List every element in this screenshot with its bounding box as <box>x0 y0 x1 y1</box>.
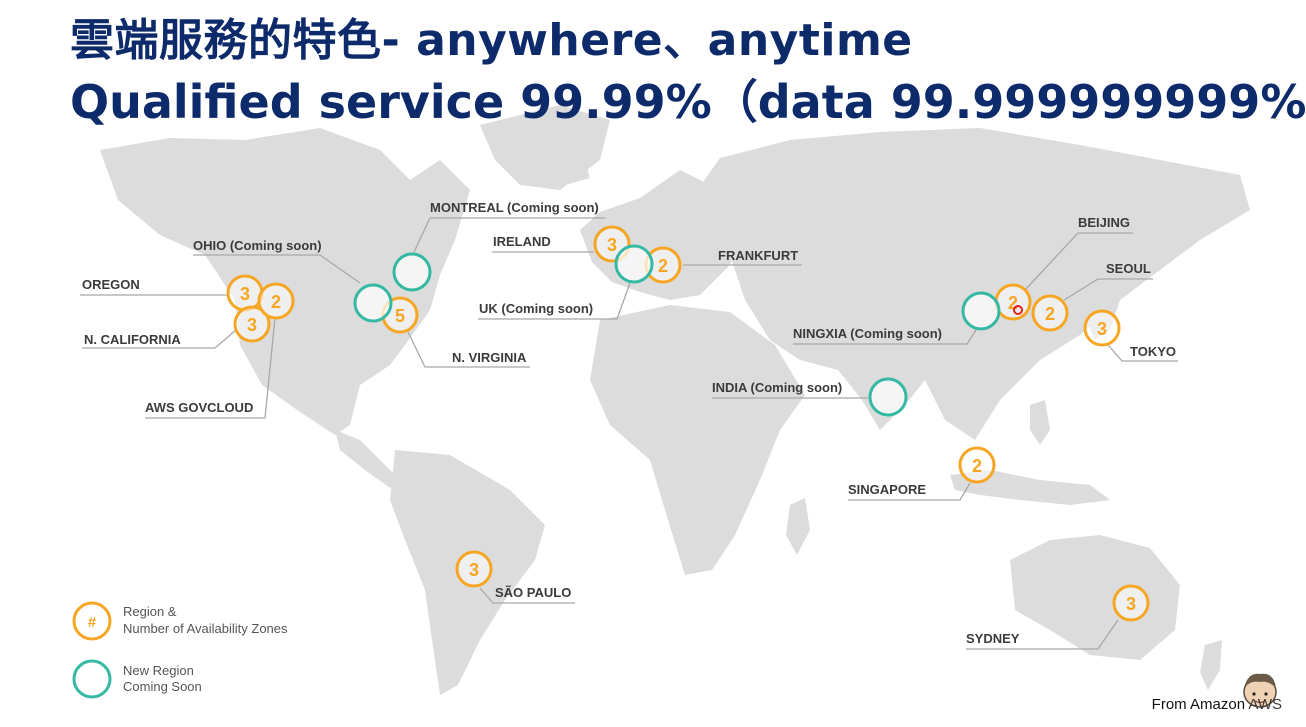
madagascar-landmass <box>786 498 810 555</box>
iceland-landmass <box>555 160 590 185</box>
uk-leader-line <box>478 282 631 320</box>
legend-new-region-item: New Region Coming Soon <box>72 659 202 699</box>
sydney-leader-line <box>966 619 1119 650</box>
beijing-label: BEIJING <box>1078 215 1130 230</box>
seoul-leader-line <box>1063 278 1153 301</box>
oregon-label: OREGON <box>82 277 140 292</box>
source-credit-brand: AWS <box>1248 696 1282 713</box>
ningxia-label: NINGXIA (Coming soon) <box>793 326 942 341</box>
leader-lines <box>80 217 1178 650</box>
n-virginia-zone-count: 5 <box>395 306 405 326</box>
n-virginia-leader-line <box>407 331 530 368</box>
north-america-landmass <box>100 128 470 435</box>
sao-paulo-zone-count: 3 <box>469 560 479 580</box>
land-masses <box>100 105 1250 695</box>
n-california-leader-line <box>82 329 237 349</box>
aws-govcloud-zone-count: 2 <box>271 292 281 312</box>
indonesia-landmass <box>950 470 1110 505</box>
sao-paulo-marker[interactable]: 3 <box>455 550 493 588</box>
montreal-leader-line-b <box>413 217 431 253</box>
cursor-dot-icon <box>1013 305 1023 315</box>
source-credit: From Amazon AWS <box>1152 696 1282 713</box>
central-america-landmass <box>335 430 400 488</box>
montreal-marker[interactable] <box>392 252 432 292</box>
oregon-zone-count: 3 <box>240 284 250 304</box>
singapore-label: SINGAPORE <box>848 482 926 497</box>
sydney-marker[interactable]: 3 <box>1112 584 1150 622</box>
legend-region-line2: Number of Availability Zones <box>123 621 288 636</box>
ningxia-marker[interactable] <box>961 291 1001 331</box>
sao-paulo-leader-line <box>479 587 575 604</box>
source-credit-prefix: From Amazon <box>1151 696 1249 713</box>
india-label: INDIA (Coming soon) <box>712 380 842 395</box>
frankfurt-marker[interactable]: 2 <box>644 246 682 284</box>
philippines-landmass <box>1030 400 1050 445</box>
singapore-marker[interactable]: 2 <box>958 446 996 484</box>
legend-region-symbol: # <box>88 614 97 631</box>
legend-region-item: # Region & Number of Availability Zones <box>72 601 288 641</box>
ohio-marker[interactable] <box>353 283 393 323</box>
asia-landmass <box>690 128 1250 440</box>
legend: # Region & Number of Availability Zones … <box>72 601 288 699</box>
aws-govcloud-leader-line <box>145 317 276 419</box>
n-california-marker[interactable]: 3 <box>233 305 271 343</box>
singapore-zone-count: 2 <box>972 456 982 476</box>
montreal-label: MONTREAL (Coming soon) <box>430 200 599 215</box>
tokyo-zone-count: 3 <box>1097 319 1107 339</box>
ningxia-leader-line <box>793 329 977 345</box>
avatar <box>1243 673 1277 708</box>
slide-title-line-2: Qualified service 99.99%（data 99.9999999… <box>70 75 1306 129</box>
tokyo-leader-line <box>1107 344 1178 362</box>
ohio-leader-line <box>193 254 361 284</box>
slide-title-line-1: 雲端服務的特色- anywhere、anytime <box>70 15 913 66</box>
beijing-leader-line <box>1024 232 1133 291</box>
seoul-zone-count: 2 <box>1045 304 1055 324</box>
frankfurt-label: FRANKFURT <box>718 248 798 263</box>
seoul-label: SEOUL <box>1106 261 1151 276</box>
australia-landmass <box>1010 535 1180 660</box>
sydney-label: SYDNEY <box>966 631 1020 646</box>
beijing-marker[interactable]: 2 <box>994 283 1032 321</box>
tokyo-marker[interactable]: 3 <box>1083 309 1121 347</box>
africa-landmass <box>590 305 805 575</box>
aws-govcloud-label: AWS GOVCLOUD <box>145 400 253 415</box>
ohio-label: OHIO (Coming soon) <box>193 238 322 253</box>
seoul-marker[interactable]: 2 <box>1031 294 1069 332</box>
beijing-zone-count: 2 <box>1008 293 1018 313</box>
legend-new-line2: Coming Soon <box>123 679 202 694</box>
uk-label: UK (Coming soon) <box>479 301 593 316</box>
legend-region-swatch <box>72 601 112 641</box>
n-california-label: N. CALIFORNIA <box>84 332 181 347</box>
new-zealand-landmass <box>1200 640 1222 690</box>
frankfurt-zone-count: 2 <box>658 256 668 276</box>
n-california-zone-count: 3 <box>247 315 257 335</box>
tokyo-label: TOKYO <box>1130 344 1176 359</box>
legend-new-region-swatch <box>72 659 112 699</box>
sydney-zone-count: 3 <box>1126 594 1136 614</box>
oregon-marker[interactable]: 3 <box>226 274 264 312</box>
uk-marker[interactable] <box>614 244 654 284</box>
ireland-label: IRELAND <box>493 234 551 249</box>
ireland-zone-count: 3 <box>607 235 617 255</box>
legend-region-line1: Region & <box>123 604 177 619</box>
aws-govcloud-marker[interactable]: 2 <box>257 282 295 320</box>
n-virginia-label: N. VIRGINIA <box>452 350 527 365</box>
legend-new-line1: New Region <box>123 663 194 678</box>
india-marker[interactable] <box>868 377 908 417</box>
region-labels: OREGON N. CALIFORNIA AWS GOVCLOUD OHIO (… <box>82 200 1176 646</box>
sao-paulo-label: SÃO PAULO <box>495 585 571 600</box>
region-markers: 3 3 2 5 3 2 2 <box>226 225 1150 622</box>
singapore-leader-line <box>848 482 971 501</box>
